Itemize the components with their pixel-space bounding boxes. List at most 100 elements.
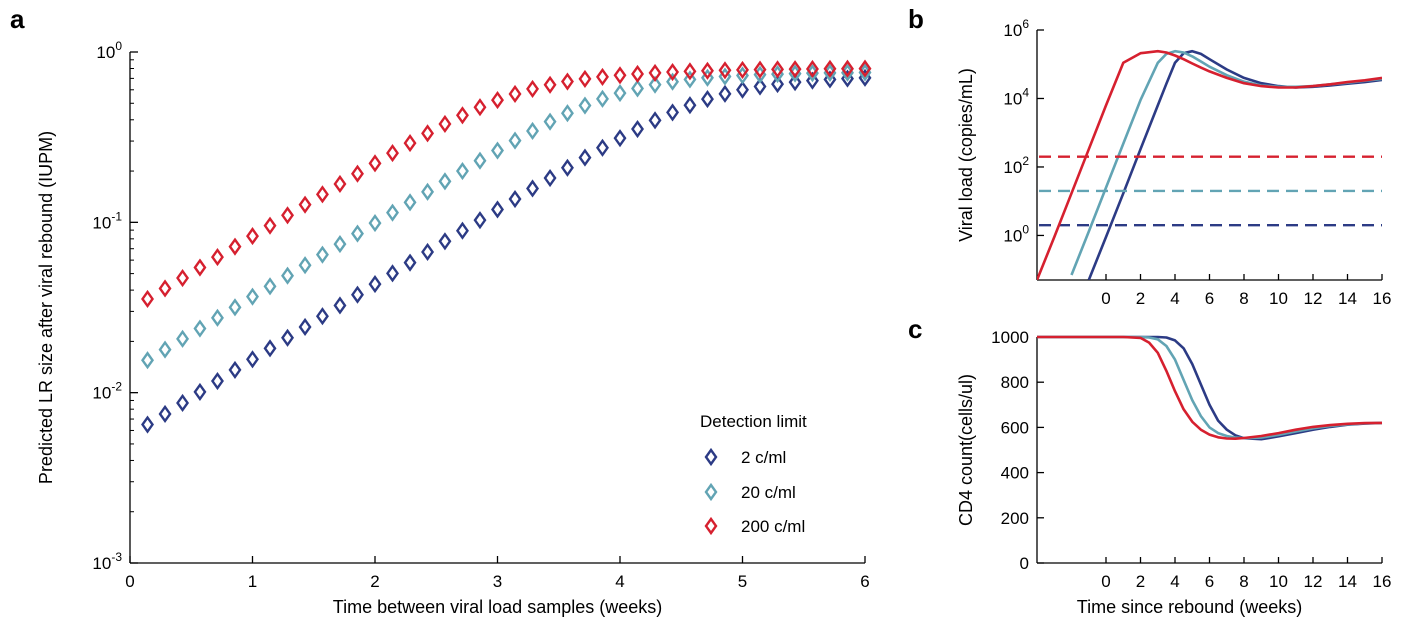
panel-a-data-point [613,129,627,148]
legend-title: Detection limit [700,412,807,431]
panel-a-data-point [281,328,295,347]
panel-a-series-200-c-ml [141,59,872,309]
panel-a-data-point [753,77,767,96]
panel-a-data-point [193,382,207,401]
panel-a-data-point [648,111,662,130]
panel-a-data-point [560,72,574,91]
panel-a-data-point [613,84,627,103]
panel-b-y-tick-label-exp: 0 [1022,222,1029,236]
panel-a-series-2-c-ml [141,68,872,434]
panel-a-data-point [333,235,347,254]
panel-a-data-point [263,339,277,358]
panel-a-data-point [543,168,557,188]
panel-c-y-tick-label: 800 [1001,373,1029,392]
panel-a-data-point [613,66,627,85]
panel-a-data-point [736,60,749,79]
panel-b-y-tick-label-exp: 6 [1022,17,1029,31]
panel-a-data-point [718,84,732,103]
panel-a-data-point [298,256,312,275]
panel-a-data-point [543,75,557,94]
panel-a-data-point [386,264,399,283]
panel-a-data-point [753,60,767,79]
panel-a-data-point [805,71,819,90]
panel-a-data-point [526,79,540,98]
legend-item-200: 200 c/ml [704,516,805,536]
panel-a-x-tick-label: 3 [493,572,502,591]
panel-a-data-point [403,193,417,212]
panel-a-data-point [788,60,802,79]
panel-c-y-tick-label: 1000 [991,328,1029,347]
panel-a-data-point [771,60,785,79]
panel-c-y-tick-label: 600 [1001,418,1029,437]
panel-b-y-tick-label: 100 [1003,222,1029,245]
panel-a-data-point [351,285,364,304]
panel-a-data-point [158,279,172,298]
panel-a-data-point [176,393,190,413]
panel-a-data-point [473,98,487,117]
panel-a-y-tick-label-base: 10 [92,554,111,573]
panel-a-data-point [455,161,469,181]
panel-a-data-point [333,174,347,194]
panel-a-y-tick-label-exp: -1 [111,209,122,223]
panel-a-data-point [315,307,329,326]
panel-a-data-point [491,91,504,110]
panel-a-y-tick-label-base: 10 [92,384,111,403]
panel-letter-a: a [10,4,25,34]
panel-letter-c: c [908,314,922,344]
panel-a-data-point [526,179,540,198]
panel-a-data-point [648,75,662,94]
panel-c-y-tick-label: 400 [1001,464,1029,483]
panel-a-y-tick-label: 100 [96,39,122,62]
panel-a-data-point [246,227,259,246]
panel-a-data-point [315,245,329,264]
panel-b-y-tick-label-base: 10 [1003,21,1022,40]
panel-a-data-point [700,61,714,80]
panel-c-x-tick-label: 2 [1136,572,1145,591]
panel-a-y-tick-label-base: 10 [96,43,115,62]
panel-a-data-point [368,275,382,294]
panel-c-x-tick-label: 10 [1269,572,1288,591]
panel-a-data-point [193,319,207,338]
panel-a-data-point [228,237,242,256]
panel-a-data-point [281,206,295,225]
panel-b-y-tick-label: 106 [1003,17,1029,40]
panel-b-plot-area [1037,49,1382,280]
panel-a-x-tick-label: 4 [615,572,624,591]
panel-a-data-point [228,360,242,379]
panel-a-data-point [596,138,609,157]
panel-a-data-point [315,185,329,204]
panel-a-data-point [386,203,399,222]
panel-c-x-tick-label: 16 [1373,572,1392,591]
panel-b-x-tick-label: 2 [1136,289,1145,308]
panel-b-x-tick-label: 0 [1101,289,1110,308]
panel-a-data-point [351,224,364,243]
panel-b-series-line [1087,49,1382,280]
panel-a-data-point [403,253,417,272]
panel-a-data-point [333,296,347,315]
legend-marker-200 [704,516,718,536]
panel-a-y-tick-label: 10-1 [92,209,122,232]
panel-a-y-tick-label-exp: -2 [111,380,122,394]
panel-a-data-point [438,232,452,251]
panel-a-x-tick-label: 5 [738,572,747,591]
panel-a-data-point [421,242,435,262]
panel-a-data-point [438,114,452,134]
panel-a-data-point [508,189,522,209]
panel-a-data-point [718,61,732,80]
panel-c-y-tick-label: 0 [1020,554,1029,573]
panel-a-data-point [438,172,452,191]
panel-a-data-point [421,182,435,201]
panel-a-data-point [176,329,190,348]
legend-label-200: 200 c/ml [741,517,805,536]
panel-a-series-20-c-ml [141,63,872,370]
panel-c-x-tick-label: 14 [1338,572,1357,591]
panel-c-x-tick-label: 0 [1101,572,1110,591]
panel-b-x-tick-label: 8 [1239,289,1248,308]
panel-a-x-tick-label: 6 [860,572,869,591]
legend-marker-20 [704,482,718,502]
panel-a-data-point [368,154,382,173]
panel-a-data-point [526,121,540,141]
panel-b-x-tick-label: 16 [1373,289,1392,308]
panel-a-data-point [683,96,697,115]
